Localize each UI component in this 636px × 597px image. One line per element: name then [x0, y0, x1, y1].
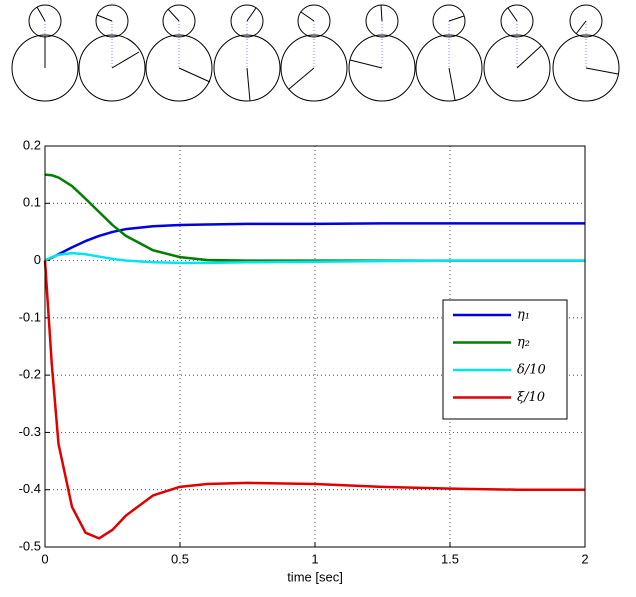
snapshot: [78, 4, 146, 102]
series-line: [44, 251, 585, 265]
snapshot: [280, 4, 348, 102]
legend-label: η₁: [517, 308, 530, 323]
series-line: [43, 260, 585, 540]
x-tick-label: 0: [41, 551, 48, 566]
y-tick-label: -0.1: [19, 309, 41, 324]
y-tick-label: 0: [34, 252, 41, 267]
snapshot: [348, 4, 416, 102]
legend-label: ξ/10: [517, 390, 545, 405]
y-tick-label: 0.2: [23, 137, 41, 152]
x-tick-label: 1.5: [441, 551, 459, 566]
snapshot: [11, 4, 79, 102]
snapshot: [483, 4, 551, 102]
snapshot: [213, 4, 281, 102]
series-line: [44, 222, 585, 262]
y-tick-label: -0.4: [19, 481, 41, 496]
x-tick-label: 1: [311, 551, 318, 566]
snapshot: [145, 4, 213, 102]
y-tick-label: -0.3: [19, 424, 41, 439]
legend-label: δ/10: [517, 363, 546, 378]
snapshot: [415, 4, 483, 102]
x-tick-label: 2: [581, 551, 588, 566]
y-tick-label: -0.5: [19, 538, 41, 553]
x-tick-label: 0.5: [171, 551, 189, 566]
y-tick-label: 0.1: [23, 195, 41, 210]
y-tick-label: -0.2: [19, 367, 41, 382]
snapshot: [552, 4, 620, 102]
legend-box: [442, 299, 568, 420]
plot-frame: [44, 145, 586, 548]
legend: η₁ η₂ δ/10 ξ/10: [442, 299, 568, 420]
legend-label: η₂: [517, 335, 530, 350]
pendulum-snapshots: [11, 4, 620, 102]
x-axis-label: time [sec]: [287, 569, 343, 584]
